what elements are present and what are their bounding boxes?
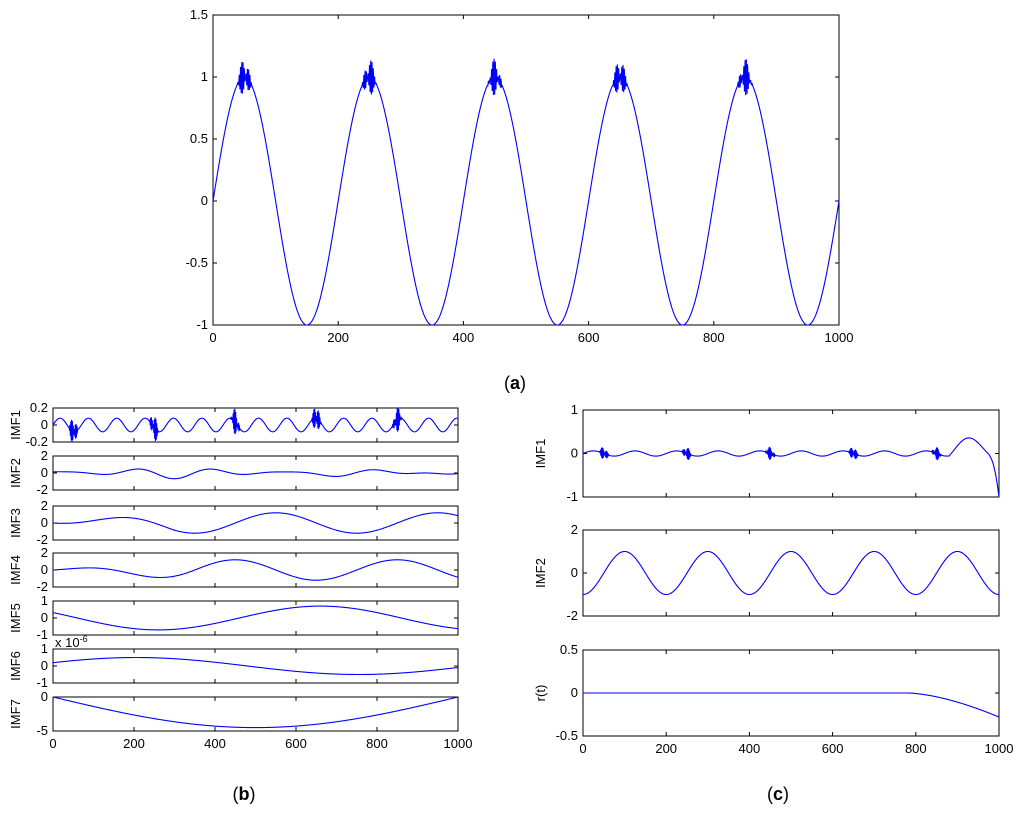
panel-a-xtick-label: 800 xyxy=(703,330,725,345)
panel-b-imf7-ytick-label: -5 xyxy=(36,723,48,738)
panel-b-imf2-ytick-label: -2 xyxy=(36,482,48,497)
panel-b-imf7-ylabel: IMF7 xyxy=(8,699,23,729)
panel-c-rt-ytick-label: 0 xyxy=(571,685,578,700)
panel-c-imf1-series-line xyxy=(582,437,1000,498)
panel-b-imf3-ytick-label: 2 xyxy=(41,498,48,513)
panel-b-imf3-ylabel: IMF3 xyxy=(8,508,23,538)
panel-b-imf2-ytick-label: 2 xyxy=(41,448,48,463)
panel-c-imf2-series-line xyxy=(582,550,1000,596)
panel-c-imf2-ylabel: IMF2 xyxy=(533,558,548,588)
panel-c-imf1-ytick-label: 1 xyxy=(571,402,578,417)
panel-b-imf3-ytick-label: 0 xyxy=(41,515,48,530)
panel-b-imf3-ytick-label: -2 xyxy=(36,532,48,547)
panel-b-imf7-ytick-label: 0 xyxy=(41,689,48,704)
panel-b-imf1-ytick-label: 0.2 xyxy=(30,400,48,415)
panel-b-imf1-series-line xyxy=(52,407,459,443)
panel-a-xtick-label: 0 xyxy=(209,330,216,345)
panel-a-ytick-label: 1.5 xyxy=(190,7,208,22)
panel-b-imf5-ytick-label: 0 xyxy=(41,610,48,625)
panel-b-imf5-ylabel: IMF5 xyxy=(8,603,23,633)
panel-a-xtick-label: 200 xyxy=(327,330,349,345)
panel-a-xtick-label: 400 xyxy=(453,330,475,345)
panel-a-ytick-label: 0 xyxy=(201,193,208,208)
panel-b-chart: -0.200.2IMF1-202IMF2-202IMF3-202IMF4-101… xyxy=(8,400,472,751)
panel-a-chart: 0 200 400 600 800 1000 -1 -0.5 0 0.5 1 1.5 xyxy=(186,7,854,345)
panel-b-imf7-xtick-label: 400 xyxy=(204,736,226,751)
panel-c-rt-ylabel: r(t) xyxy=(533,685,548,702)
panel-b-imf1-ytick-label: 0 xyxy=(41,417,48,432)
panel-b-imf2-series-line xyxy=(52,468,459,480)
panel-b-multiplier: x 10-6 xyxy=(55,634,88,650)
panel-b-imf5-ytick-label: -1 xyxy=(36,627,48,642)
panel-c-rt-xtick-label: 0 xyxy=(579,741,586,756)
panel-a-series-line xyxy=(212,58,840,326)
panel-b-imf7-xtick-label: 0 xyxy=(49,736,56,751)
panel-c-imf2-ytick-label: 2 xyxy=(571,522,578,537)
panel-a-xtick-label: 600 xyxy=(578,330,600,345)
panel-b-imf7-xtick-label: 200 xyxy=(123,736,145,751)
panel-c-rt-series-line xyxy=(583,692,1000,718)
panel-a-ytick-label: -1 xyxy=(196,317,208,332)
panel-b-imf4-ytick-label: 0 xyxy=(41,562,48,577)
panel-c-rt-xtick-label: 200 xyxy=(655,741,677,756)
panel-a-label: (a) xyxy=(504,373,526,393)
panel-b-imf2-ytick-label: 0 xyxy=(41,465,48,480)
panel-b-imf4-series-line xyxy=(52,559,459,581)
panel-b-imf7-xtick-label: 800 xyxy=(366,736,388,751)
panel-c-imf1-ytick-label: -1 xyxy=(566,489,578,504)
panel-b-imf1-ylabel: IMF1 xyxy=(8,410,23,440)
panel-b-imf6-axes-box xyxy=(52,648,459,684)
panel-a-ytick-label: -0.5 xyxy=(186,255,208,270)
panel-b-imf7-axes-box xyxy=(52,696,459,732)
panel-b-imf7-series-line xyxy=(52,696,459,729)
panel-b-imf5-series-line xyxy=(52,605,459,631)
panel-b-imf2-ylabel: IMF2 xyxy=(8,458,23,488)
panel-a-ytick-label: 0.5 xyxy=(190,131,208,146)
panel-c-rt-xtick-label: 600 xyxy=(822,741,844,756)
panel-b-imf1-ytick-label: -0.2 xyxy=(26,434,48,449)
panel-b-label: (b) xyxy=(233,784,256,804)
panel-b-imf6-series-line xyxy=(52,656,459,676)
panel-c-rt-xtick-label: 1000 xyxy=(985,741,1014,756)
panel-c-imf1-ytick-label: 0 xyxy=(571,446,578,461)
panel-c-imf2-ytick-label: -2 xyxy=(566,608,578,623)
panel-b-imf7-xtick-label: 1000 xyxy=(444,736,473,751)
panel-c-rt-xtick-label: 800 xyxy=(905,741,927,756)
panel-a-axes-box xyxy=(212,14,840,326)
panel-b-imf5-ytick-label: 1 xyxy=(41,593,48,608)
panel-c-rt-ytick-label: 0.5 xyxy=(560,642,578,657)
panel-b-imf4-ytick-label: 2 xyxy=(41,545,48,560)
panel-c-imf2-ytick-label: 0 xyxy=(571,565,578,580)
panel-c-rt-ytick-label: -0.5 xyxy=(556,728,578,743)
panel-a-ytick-label: 1 xyxy=(201,69,208,84)
panel-b-imf6-ytick-label: 0 xyxy=(41,658,48,673)
panel-b-imf6-ylabel: IMF6 xyxy=(8,651,23,681)
panel-b-imf3-series-line xyxy=(52,512,459,534)
panel-b-imf5-axes-box xyxy=(52,600,459,636)
panel-c-label: (c) xyxy=(767,784,789,804)
panel-b-imf4-ylabel: IMF4 xyxy=(8,555,23,585)
panel-c-imf1-ylabel: IMF1 xyxy=(533,439,548,469)
panel-c-rt-xtick-label: 400 xyxy=(739,741,761,756)
panel-b-imf7-xtick-label: 600 xyxy=(285,736,307,751)
panel-b-imf6-ytick-label: -1 xyxy=(36,675,48,690)
panel-a-xtick-label: 1000 xyxy=(825,330,854,345)
panel-b-imf6-ytick-label: 1 xyxy=(41,641,48,656)
panel-b-imf4-ytick-label: -2 xyxy=(36,579,48,594)
